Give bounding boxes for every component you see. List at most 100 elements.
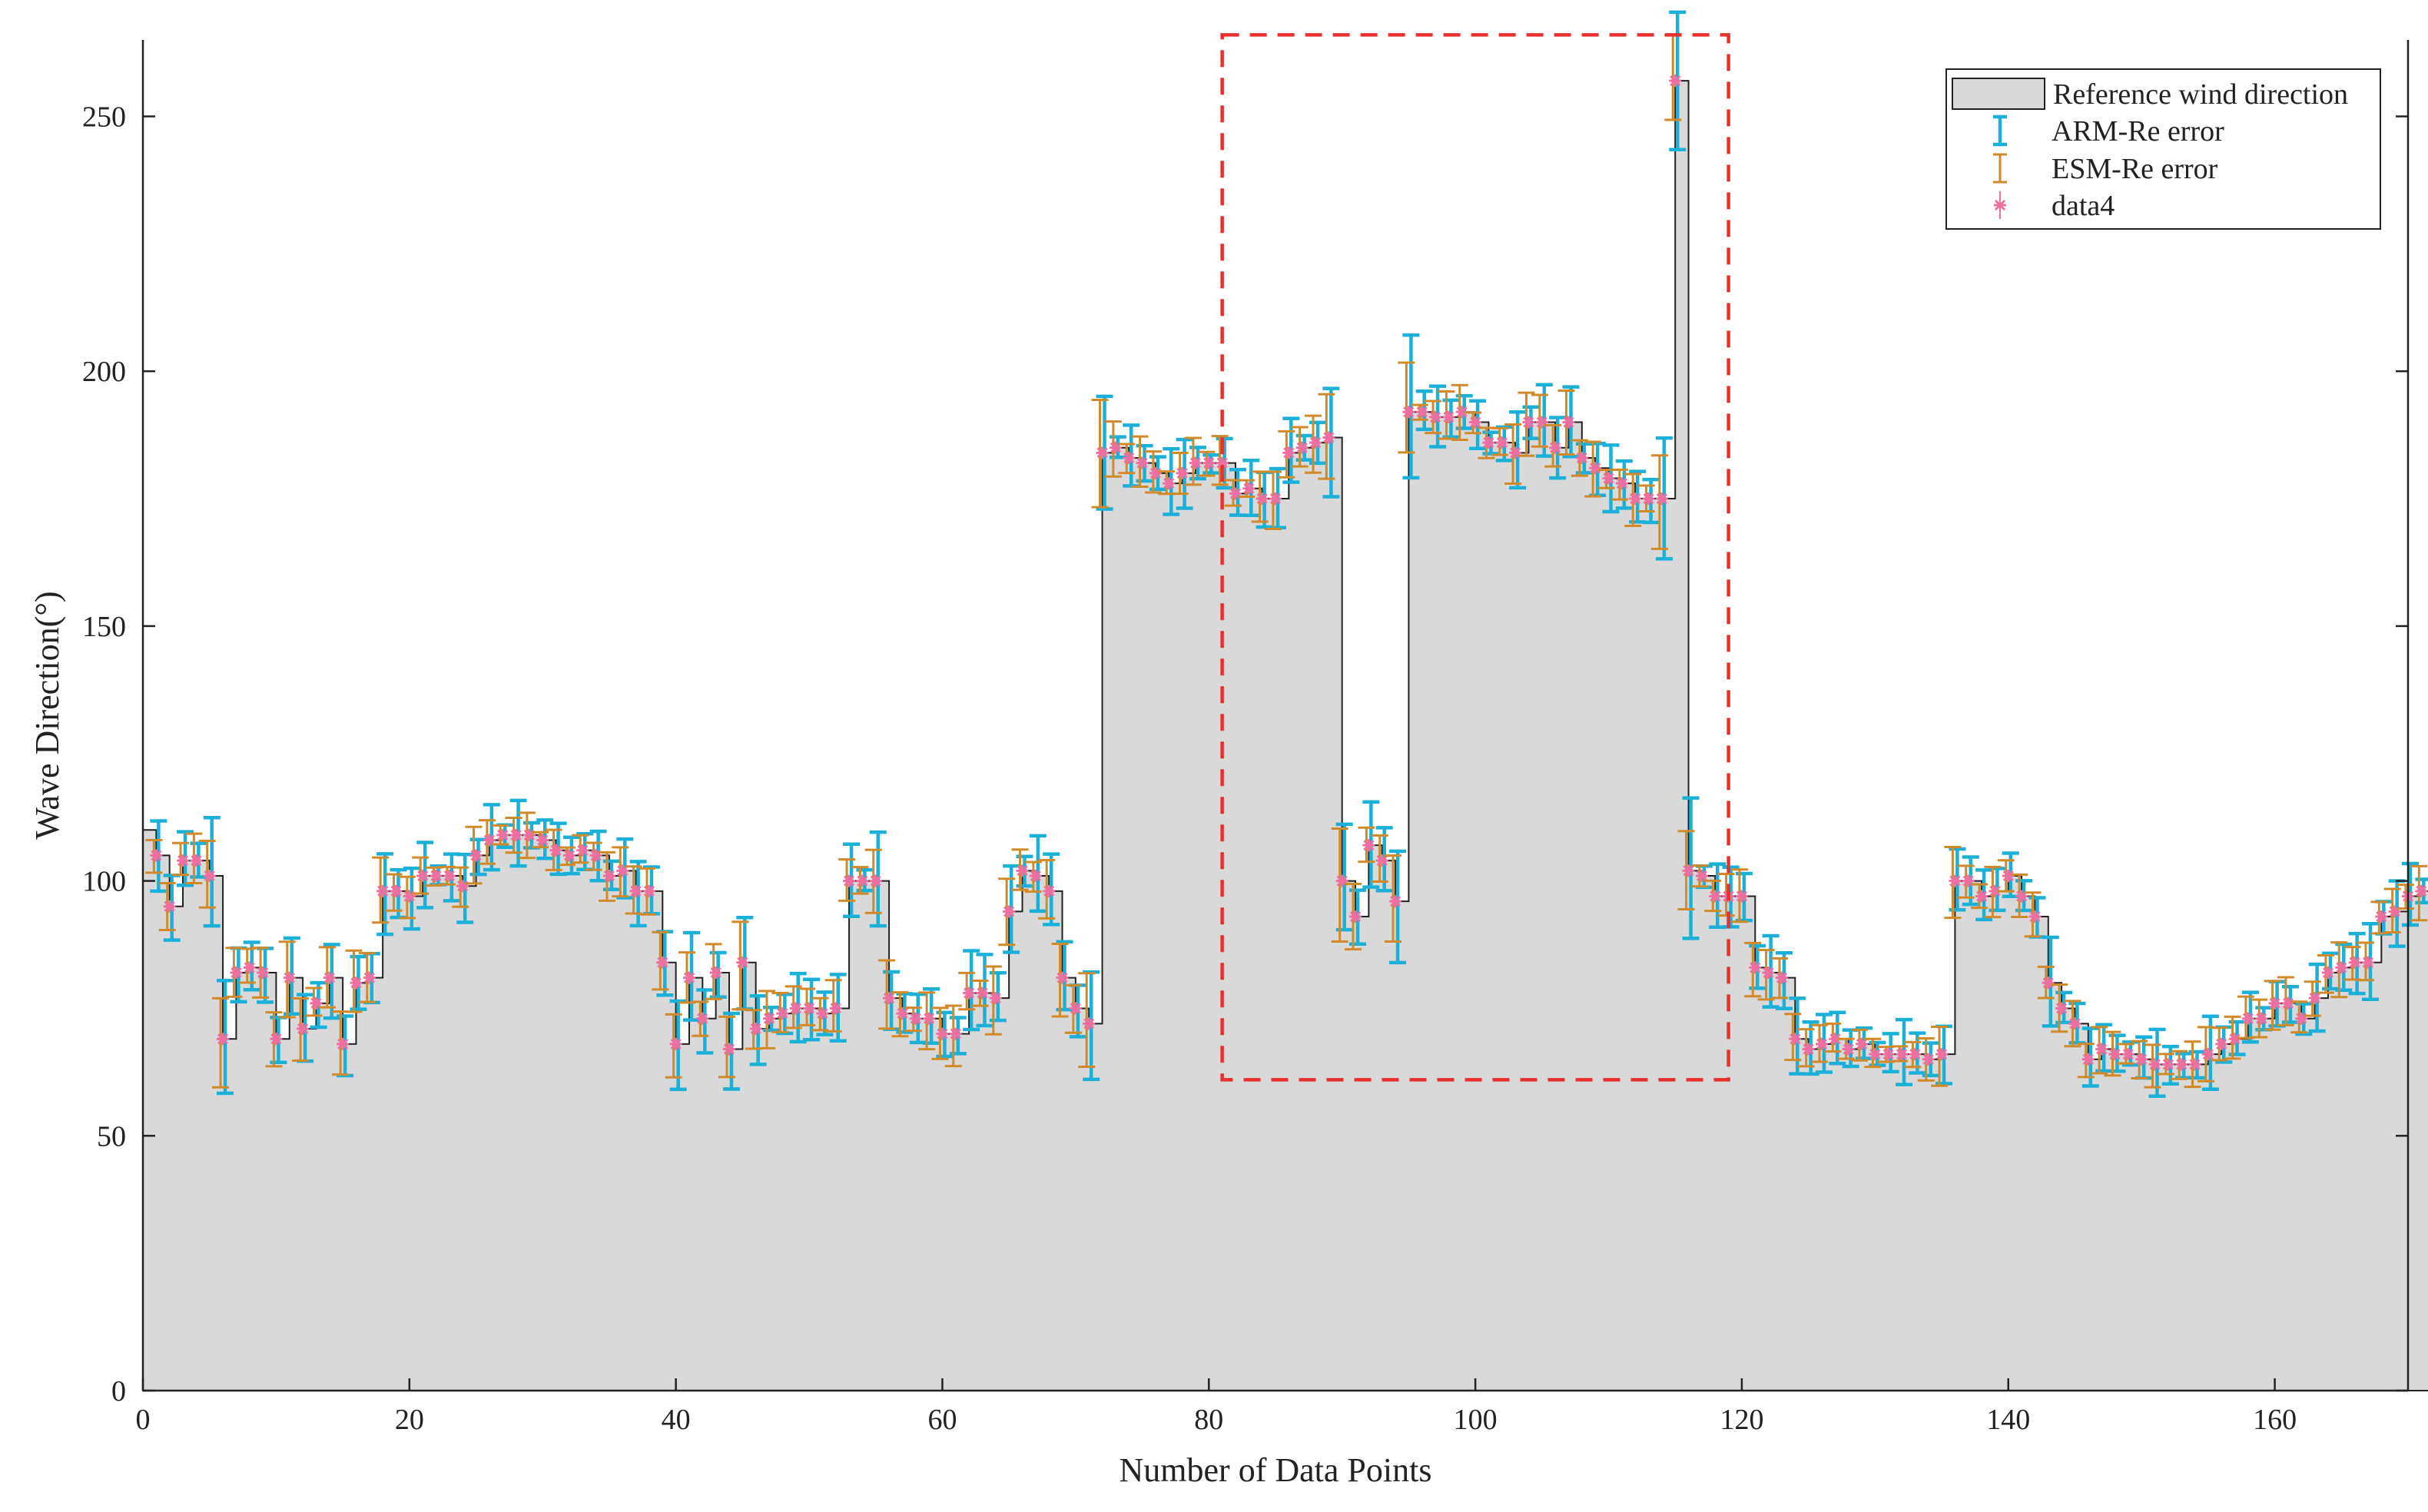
data4-marker [2081,1053,2095,1066]
data4-marker [2148,1058,2161,1071]
data4-marker [2415,884,2428,897]
y-tick-label: 150 [82,611,126,643]
legend-label: data4 [2052,190,2115,222]
legend-swatch-esm [1993,153,2007,184]
data4-marker [390,884,403,897]
data4-marker [576,844,589,857]
data4-marker [763,1012,776,1025]
data4-marker [509,828,522,841]
data4-marker [1202,456,1216,469]
data4-marker [1295,441,1309,454]
data4-marker [856,874,869,887]
data4-marker [283,971,296,984]
data4-marker [1935,1048,1949,1061]
data4-marker [883,992,896,1005]
data4-marker [1802,1043,1815,1056]
data4-marker [2028,910,2042,923]
data4-marker [337,1037,350,1050]
data4-marker [2055,1002,2068,1015]
data4-marker [709,967,722,980]
data4-marker [1043,884,1056,897]
data4-marker [816,1007,829,1020]
data4-marker [1575,451,1588,464]
data4-marker [616,864,629,877]
data4-marker [1029,869,1042,882]
data4-marker [2281,996,2294,1010]
data4-marker [363,971,376,984]
data4-marker [1669,75,1682,88]
arm-re-errorbar [1389,849,1407,965]
data4-marker [230,967,243,980]
data4-marker [1242,482,1255,495]
data4-marker [1016,864,1029,877]
y-tick-label: 100 [82,866,126,898]
data4-marker [736,956,749,969]
data4-marker [1335,874,1348,887]
data4-marker [190,854,203,867]
data4-marker [2161,1058,2174,1071]
y-tick-label: 50 [97,1120,126,1152]
data4-marker [2201,1048,2214,1061]
data4-marker [642,884,655,897]
data4-marker [2108,1048,2121,1061]
y-tick-label: 200 [82,356,126,388]
y-tick-label: 0 [111,1375,126,1408]
data4-marker [2002,869,2015,882]
data4-marker [350,976,363,990]
data4-marker [469,849,483,862]
data4-marker [1056,971,1069,984]
data4-marker [1962,874,1975,887]
data4-marker [2361,956,2374,969]
data4-marker [1482,436,1495,449]
y-tick-label: 250 [82,101,126,134]
data4-marker [2255,1012,2268,1025]
data4-marker [1775,971,1788,984]
data4-marker [1442,410,1455,423]
data4-marker [803,1002,816,1015]
data4-marker [1362,839,1375,852]
axes-layer: 0 20 40 60 80 100 120 140 160 0 50 100 150 200 250 Numb… [28,40,2410,1489]
data4-marker [1322,431,1335,444]
plot-layer [142,10,2428,1391]
data4-marker [2095,1043,2108,1056]
legend-swatch-data4 [1994,191,2006,219]
data4-marker [177,854,190,867]
data4-marker [1629,492,1642,506]
data4-marker [696,1012,709,1025]
data4-marker [976,986,989,1000]
data4-marker [896,1007,909,1020]
data4-marker [602,869,615,882]
data4-marker [2215,1037,2228,1050]
x-tick-label: 140 [1986,1404,2030,1436]
data4-marker [749,1022,762,1035]
data4-marker [1735,890,1748,903]
data4-marker [2268,996,2281,1010]
data4-marker [1003,905,1016,918]
x-tick-label: 120 [1720,1404,1763,1436]
data4-marker [1455,406,1468,419]
legend: Reference wind direction ARM-Re error ESM-… [1945,68,2381,230]
x-axis-title: Number of Data Points [1119,1451,1432,1489]
data4-marker [1255,492,1269,506]
data4-marker [669,1037,682,1050]
data4-marker [1602,472,1615,485]
x-tick-label: 0 [136,1404,151,1436]
data4-marker [243,961,256,974]
legend-swatch-reference [1952,78,2045,110]
data4-marker [2295,1012,2308,1025]
data4-marker [1842,1043,1855,1056]
data4-marker [1083,1017,1096,1030]
data4-marker [2348,956,2361,969]
data4-marker [1123,451,1136,464]
data4-marker [1069,1002,1082,1015]
data4-marker [163,900,176,913]
data4-marker [1375,854,1388,867]
data4-marker [416,869,430,882]
data4-marker [522,828,536,841]
data4-marker [589,849,602,862]
data4-marker [1749,961,1762,974]
data4-marker [909,1012,922,1025]
data4-marker [2068,1017,2081,1030]
data4-marker [1882,1048,1895,1061]
data4-marker [682,971,695,984]
